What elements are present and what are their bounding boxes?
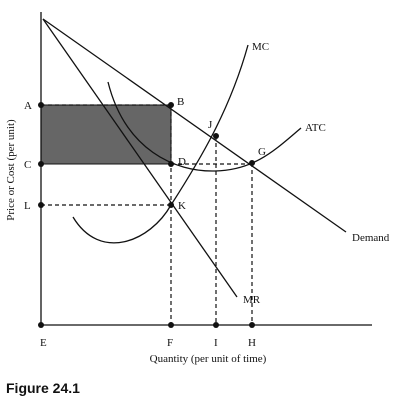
dashed-guides (41, 104, 253, 325)
label-A: A (24, 100, 32, 112)
points (38, 102, 255, 328)
demand-curve (42, 18, 347, 233)
label-F: F (167, 337, 173, 349)
label-E: E (40, 337, 47, 349)
point-F (168, 322, 174, 328)
point-C (38, 161, 44, 167)
label-atc: ATC (305, 122, 326, 134)
label-H: H (248, 337, 256, 349)
label-demand: Demand (352, 232, 390, 244)
label-K: K (178, 200, 186, 212)
point-I (213, 322, 219, 328)
label-C: C (24, 159, 31, 171)
label-mc: MC (252, 41, 269, 53)
atc-curve (107, 81, 302, 172)
point-K (168, 202, 174, 208)
profit-rectangle (40, 104, 172, 165)
point-L (38, 202, 44, 208)
y-axis-label: Price or Cost (per unit) (5, 119, 17, 221)
point-B (168, 102, 174, 108)
label-L: L (24, 200, 31, 212)
point-H (249, 322, 255, 328)
point-J (213, 133, 219, 139)
point-G (249, 160, 255, 166)
label-D: D (178, 156, 186, 168)
label-J: J (208, 119, 213, 131)
x-axis-label: Quantity (per unit of time) (150, 353, 267, 365)
label-G: G (258, 146, 266, 158)
point-D (168, 161, 174, 167)
label-I: I (214, 337, 218, 349)
point-A (38, 102, 44, 108)
figure-caption: Figure 24.1 (6, 380, 80, 396)
point-E (38, 322, 44, 328)
label-mr: MR (243, 294, 261, 306)
mr-curve (42, 18, 238, 298)
label-B: B (177, 96, 184, 108)
